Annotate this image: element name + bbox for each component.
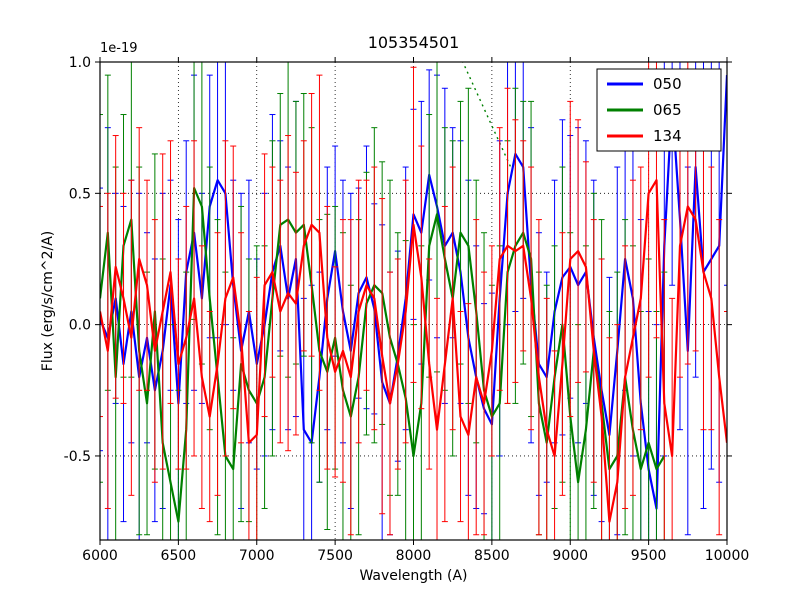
- series-134: [100, 62, 727, 540]
- x-tick-label: 7000: [239, 548, 275, 564]
- legend-label-134: 134: [653, 127, 682, 145]
- y-axis-label: Flux (erg/s/cm^2/A): [40, 231, 56, 371]
- y-tick-label: 0.0: [69, 318, 91, 334]
- x-tick-label: 6000: [82, 548, 118, 564]
- y-tick-label: 1.0: [69, 55, 91, 71]
- tick-labels: 6000 6500 7000 7500 8000 8500 9000 9500 10000 1.0…: [64, 55, 750, 564]
- axis-ticks: [95, 57, 732, 545]
- x-tick-label: 10000: [705, 548, 750, 564]
- legend-label-065: 065: [653, 101, 682, 119]
- legend: 050 065 134: [596, 68, 722, 152]
- x-tick-label: 9500: [631, 548, 667, 564]
- plot-title: 105354501: [368, 33, 460, 52]
- x-tick-label: 9000: [552, 548, 588, 564]
- x-tick-label: 6500: [161, 548, 197, 564]
- x-axis-label: Wavelength (A): [359, 568, 467, 584]
- y-offset-label: 1e-19: [100, 41, 138, 56]
- x-tick-label: 8000: [396, 548, 432, 564]
- x-tick-label: 7500: [317, 548, 353, 564]
- legend-label-050: 050: [653, 75, 682, 93]
- x-tick-label: 8500: [474, 548, 510, 564]
- y-tick-label: -0.5: [64, 449, 91, 465]
- series-134-line: [100, 179, 727, 523]
- y-tick-label: 0.5: [69, 186, 91, 202]
